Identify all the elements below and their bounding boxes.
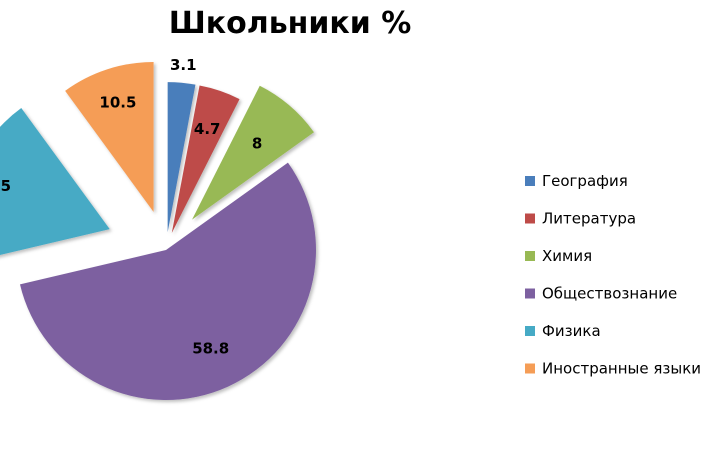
legend-swatch: [525, 251, 535, 261]
data-label: 19.5: [0, 177, 11, 195]
legend-swatch: [525, 363, 535, 374]
slice-физика: [0, 108, 110, 256]
slice-литература: [171, 85, 240, 233]
slice-химия: [192, 85, 314, 220]
slice-иностранные-языки: [65, 61, 154, 212]
legend-label: Литература: [542, 210, 636, 228]
data-labels: 3.1 4.7 8 58.8 19.5 10.5: [0, 56, 262, 357]
slice-география: [167, 82, 196, 233]
legend-swatch: [525, 213, 535, 224]
legend-label: Химия: [542, 247, 592, 265]
legend-swatch: [525, 326, 535, 336]
legend-label: География: [542, 172, 628, 190]
chart-title: Школьники %: [169, 6, 412, 41]
legend-label: Иностранные языки: [542, 360, 701, 378]
legend-swatch: [525, 176, 535, 186]
data-label: 10.5: [99, 94, 136, 112]
pie-slices: [0, 61, 316, 401]
data-label: 8: [252, 135, 262, 153]
data-label: 3.1: [170, 56, 197, 74]
legend: География Литература Химия Обществознание Фи…: [525, 172, 701, 378]
data-label: 4.7: [194, 120, 221, 138]
legend-label: Обществознание: [542, 285, 677, 303]
legend-label: Физика: [542, 322, 601, 340]
data-label: 58.8: [192, 339, 229, 357]
legend-swatch: [525, 288, 535, 299]
slice-обществознание: [19, 162, 316, 401]
